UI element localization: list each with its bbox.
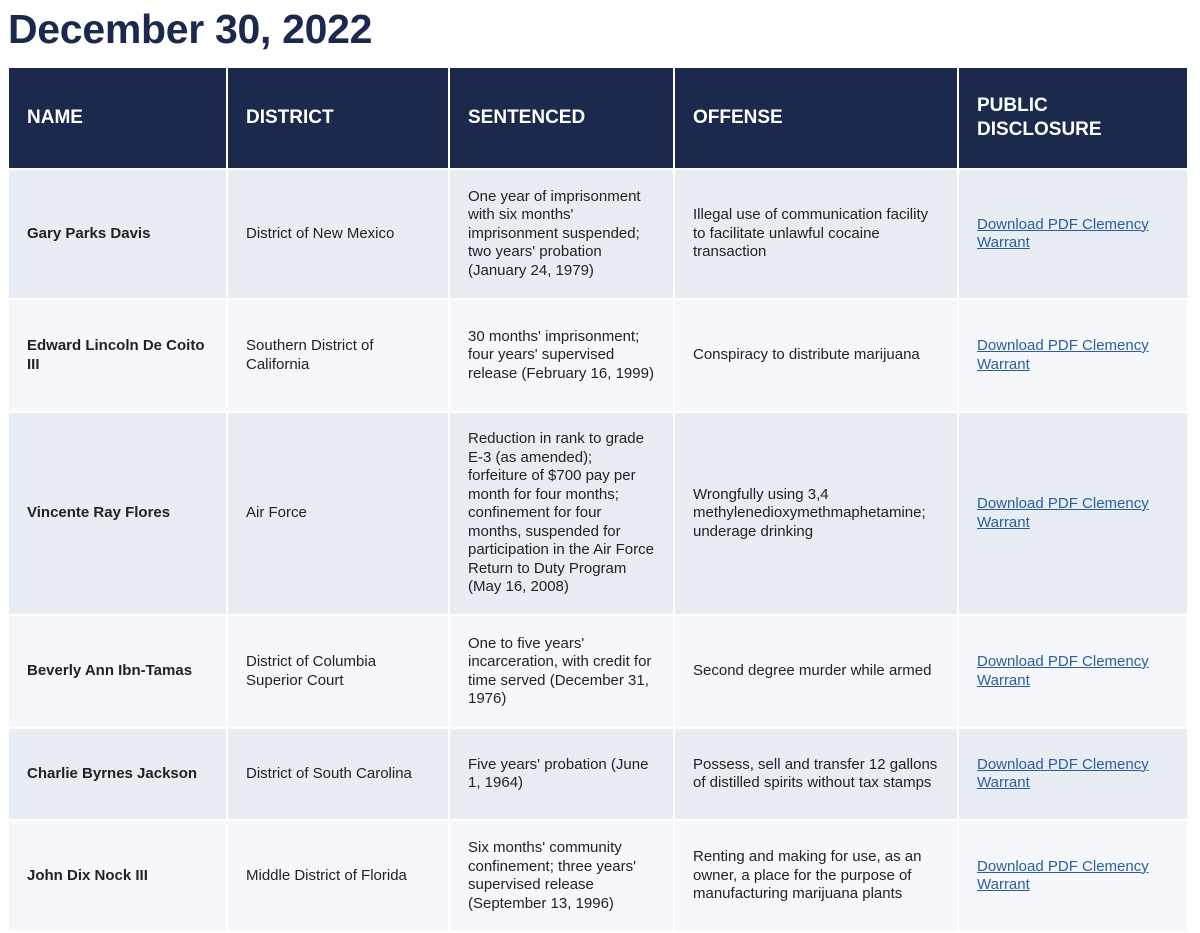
district-cell: Air Force	[226, 411, 450, 616]
disclosure-cell: Download PDF Clemency Warrant	[957, 168, 1189, 300]
offense-cell: Illegal use of communication facility to…	[673, 168, 959, 300]
table-row: Charlie Byrnes Jackson District of South …	[7, 727, 1189, 821]
sentenced-cell: Six months' community confinement; three…	[448, 819, 675, 933]
district-cell: Southern District of California	[226, 298, 450, 413]
disclosure-cell: Download PDF Clemency Warrant	[957, 819, 1189, 933]
name-cell: Vincente Ray Flores	[7, 411, 228, 616]
header-name: NAME	[7, 66, 228, 170]
disclosure-cell: Download PDF Clemency Warrant	[957, 614, 1189, 729]
header-district: DISTRICT	[226, 66, 450, 170]
name-cell: Charlie Byrnes Jackson	[7, 727, 228, 821]
header-public-disclosure: PUBLIC DISCLOSURE	[957, 66, 1189, 170]
download-pdf-clemency-warrant-link[interactable]: Download PDF Clemency Warrant	[977, 215, 1149, 252]
clemency-table: NAME DISTRICT SENTENCED OFFENSE PUBLIC D…	[7, 66, 1189, 933]
sentenced-cell: 30 months' imprisonment; four years' sup…	[448, 298, 675, 413]
sentenced-cell: One year of imprisonment with six months…	[448, 168, 675, 300]
sentenced-cell: Reduction in rank to grade E-3 (as amend…	[448, 411, 675, 616]
header-offense: OFFENSE	[673, 66, 959, 170]
download-pdf-clemency-warrant-link[interactable]: Download PDF Clemency Warrant	[977, 495, 1149, 531]
table-row: Edward Lincoln De Coito III Southern Dist…	[7, 298, 1189, 413]
offense-cell: Wrongfully using 3,4 methylenedioxymethm…	[673, 411, 959, 616]
table-row: John Dix Nock III Middle District of Flor…	[7, 819, 1189, 933]
name-cell: Beverly Ann Ibn-Tamas	[7, 614, 228, 729]
offense-cell: Renting and making for use, as an owner,…	[673, 819, 959, 933]
district-cell: District of South Carolina	[226, 727, 450, 821]
download-pdf-clemency-warrant-link[interactable]: Download PDF Clemency Warrant	[977, 857, 1149, 894]
disclosure-cell: Download PDF Clemency Warrant	[957, 298, 1189, 413]
sentenced-cell: One to five years' incarceration, with c…	[448, 614, 675, 729]
download-pdf-clemency-warrant-link[interactable]: Download PDF Clemency Warrant	[977, 337, 1149, 373]
disclosure-cell: Download PDF Clemency Warrant	[957, 727, 1189, 821]
name-cell: John Dix Nock III	[7, 819, 228, 933]
table-row: Gary Parks Davis District of New Mexico On…	[7, 168, 1189, 300]
name-cell: Edward Lincoln De Coito III	[7, 298, 228, 413]
offense-cell: Second degree murder while armed	[673, 614, 959, 729]
download-pdf-clemency-warrant-link[interactable]: Download PDF Clemency Warrant	[977, 755, 1149, 792]
district-cell: District of Columbia Superior Court	[226, 614, 450, 729]
district-cell: Middle District of Florida	[226, 819, 450, 933]
offense-cell: Conspiracy to distribute marijuana	[673, 298, 959, 413]
header-sentenced: SENTENCED	[448, 66, 675, 170]
table-row: Beverly Ann Ibn-Tamas District of Columbi…	[7, 614, 1189, 729]
table-row: Vincente Ray Flores Air Force Reduction in…	[7, 411, 1189, 616]
offense-cell: Possess, sell and transfer 12 gallons of…	[673, 727, 959, 821]
download-pdf-clemency-warrant-link[interactable]: Download PDF Clemency Warrant	[977, 653, 1149, 689]
district-cell: District of New Mexico	[226, 168, 450, 300]
sentenced-cell: Five years' probation (June 1, 1964)	[448, 727, 675, 821]
table-header-row: NAME DISTRICT SENTENCED OFFENSE PUBLIC D…	[7, 66, 1189, 170]
disclosure-cell: Download PDF Clemency Warrant	[957, 411, 1189, 616]
name-cell: Gary Parks Davis	[7, 168, 228, 300]
page-title: December 30, 2022	[8, 6, 373, 52]
